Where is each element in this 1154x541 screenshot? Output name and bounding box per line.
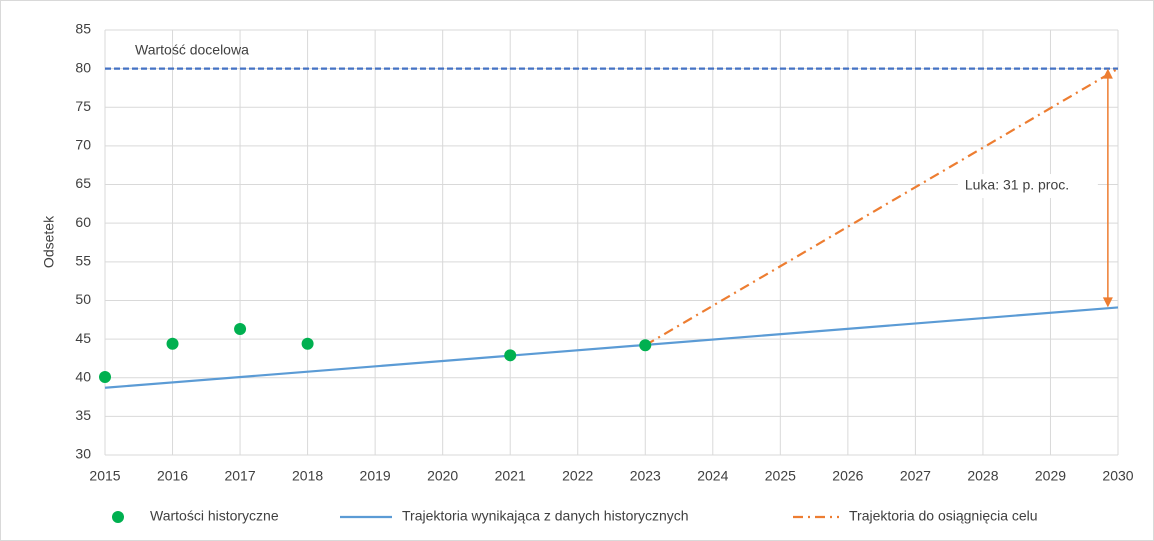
x-tick-label: 2025 (765, 468, 796, 484)
legend-label: Trajektoria wynikająca z danych historyc… (402, 508, 689, 524)
y-tick-label: 70 (75, 137, 91, 153)
x-tick-label: 2020 (427, 468, 458, 484)
series-line (644, 67, 1119, 347)
data-point (234, 323, 247, 336)
legend-marker (112, 511, 124, 523)
data-point (166, 337, 179, 350)
x-tick-label: 2015 (89, 468, 120, 484)
y-tick-label: 60 (75, 214, 91, 230)
x-tick-label: 2021 (495, 468, 526, 484)
x-tick-label: 2018 (292, 468, 323, 484)
target-label: Wartość docelowa (135, 41, 249, 57)
y-tick-label: 40 (75, 368, 91, 384)
x-tick-label: 2022 (562, 468, 593, 484)
x-tick-label: 2030 (1102, 468, 1133, 484)
x-tick-label: 2016 (157, 468, 188, 484)
data-point (504, 349, 517, 362)
x-tick-label: 2027 (900, 468, 931, 484)
data-point (301, 337, 314, 350)
arrow-head (1102, 297, 1113, 308)
y-tick-label: 85 (75, 21, 91, 37)
y-axis-label: Odsetek (41, 215, 57, 268)
y-tick-label: 75 (75, 98, 91, 114)
x-tick-label: 2017 (224, 468, 255, 484)
legend-label: Trajektoria do osiągnięcia celu (849, 508, 1038, 524)
x-tick-label: 2029 (1035, 468, 1066, 484)
x-tick-label: 2023 (630, 468, 661, 484)
data-point (99, 370, 111, 383)
x-tick-label: 2028 (967, 468, 998, 484)
data-point (639, 339, 652, 352)
legend-label: Wartości historyczne (150, 508, 279, 524)
y-tick-label: 80 (75, 59, 91, 75)
y-tick-label: 35 (75, 407, 91, 423)
y-tick-label: 30 (75, 446, 91, 462)
arrow-head (1102, 68, 1113, 79)
annotation-label: Luka: 31 p. proc. (965, 177, 1069, 193)
x-tick-label: 2026 (832, 468, 863, 484)
y-tick-label: 50 (75, 291, 91, 307)
y-tick-label: 65 (75, 175, 91, 191)
y-tick-label: 55 (75, 253, 91, 269)
y-tick-label: 45 (75, 330, 91, 346)
series-line (104, 306, 1119, 389)
x-tick-label: 2024 (697, 468, 728, 484)
annotation-bg (957, 174, 1098, 199)
x-tick-label: 2019 (360, 468, 391, 484)
